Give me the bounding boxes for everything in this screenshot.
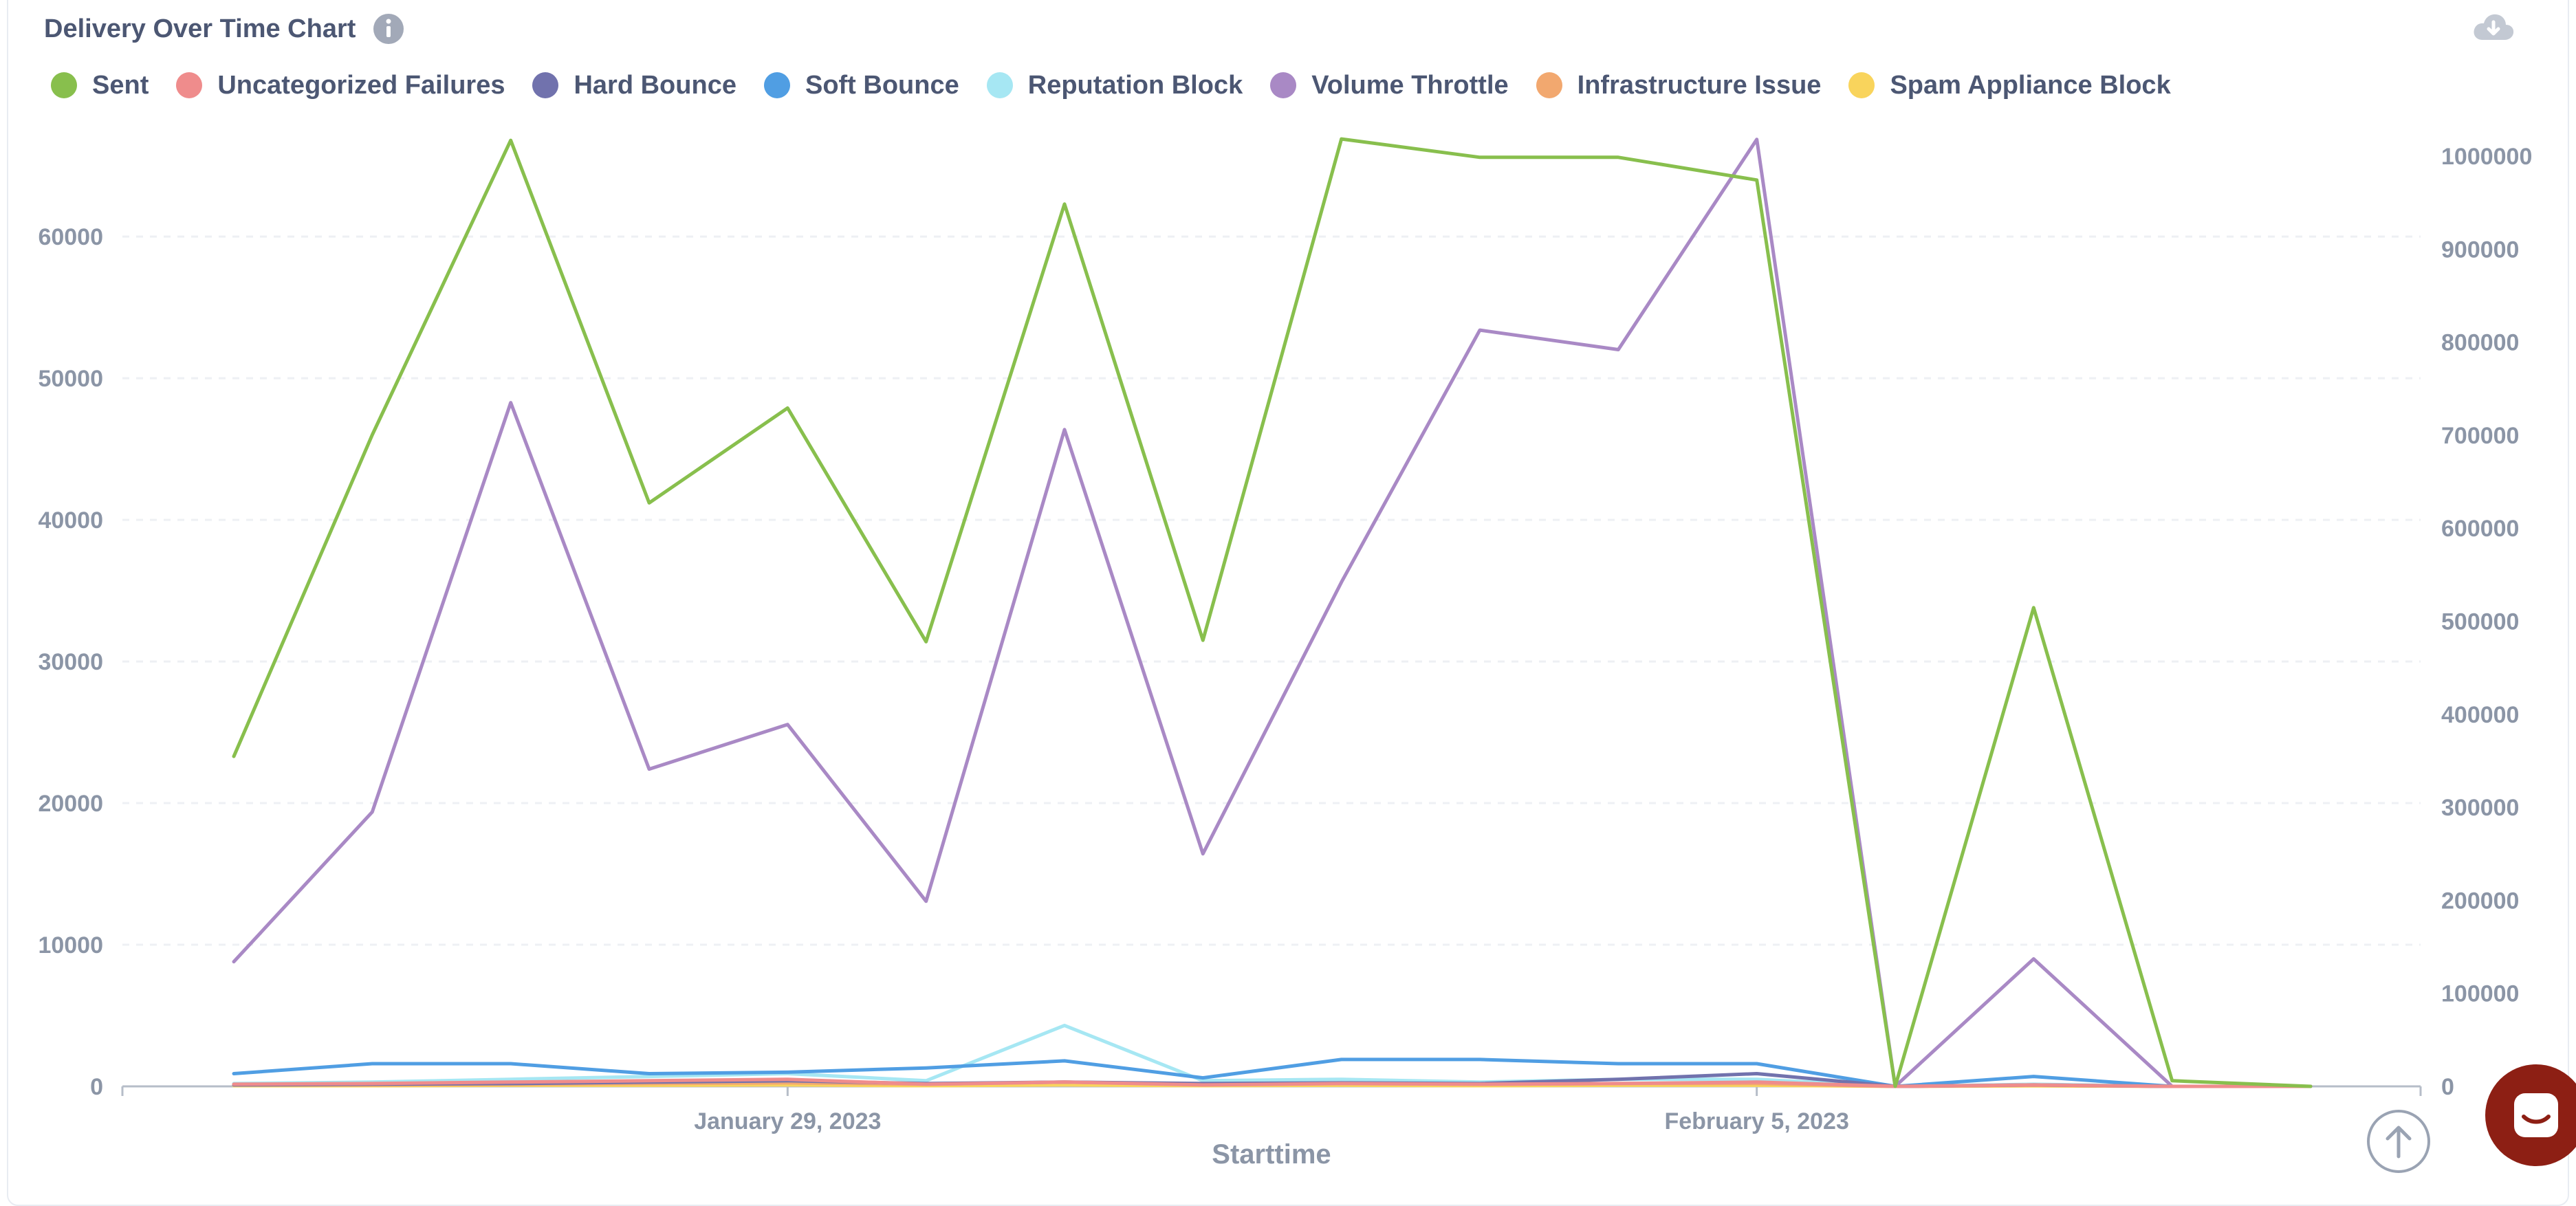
chart-card	[7, 0, 2569, 1206]
grid-lines	[122, 235, 2421, 946]
y-right-tick-label: 200000	[2441, 888, 2519, 914]
y-right-tick-label: 600000	[2441, 516, 2519, 542]
arrow-up-icon	[2386, 1126, 2412, 1159]
legend-item-uncategorized-failures[interactable]: Uncategorized Failures	[176, 71, 505, 100]
y-right-tick-label: 700000	[2441, 423, 2519, 449]
y-left-tick-label: 30000	[38, 649, 103, 675]
legend-item-sent[interactable]: Sent	[51, 71, 149, 100]
y-right-tick-label: 300000	[2441, 795, 2519, 821]
legend-item-infrastructure-issue[interactable]: Infrastructure Issue	[1536, 70, 1822, 100]
legend-item-reputation-block[interactable]: Reputation Block	[986, 70, 1243, 100]
info-icon[interactable]	[372, 12, 405, 45]
y-left-tick-label: 20000	[38, 791, 103, 817]
y-right-tick-label: 900000	[2441, 237, 2519, 263]
y-axis-left: 0 10000 20000 30000 40000 50000 60000	[38, 224, 103, 1100]
chart-legend: Sent Uncategorized Failures Hard Bounce Sof…	[51, 66, 2198, 105]
legend-label: Volume Throttle	[1311, 70, 1509, 100]
legend-label: Soft Bounce	[805, 70, 959, 100]
y-right-tick-label: 500000	[2441, 609, 2519, 635]
legend-item-hard-bounce[interactable]: Hard Bounce	[532, 71, 736, 100]
legend-label: Infrastructure Issue	[1577, 70, 1822, 100]
legend-dot	[176, 72, 203, 98]
legend-dot	[986, 72, 1013, 98]
legend-item-volume-throttle[interactable]: Volume Throttle	[1270, 70, 1509, 100]
y-left-tick-label: 50000	[38, 366, 103, 392]
series-line-soft-bounce[interactable]	[232, 1057, 2313, 1088]
y-left-tick-label: 40000	[38, 507, 103, 534]
series-line-uncategorized-failures[interactable]	[232, 1077, 2313, 1088]
chat-support-icon	[2514, 1093, 2558, 1137]
chart-header: Delivery Over Time Chart	[44, 10, 405, 48]
y-right-tick-label: 800000	[2441, 330, 2519, 356]
legend-label: Sent	[92, 70, 149, 100]
series-line-sent[interactable]	[232, 137, 2313, 1088]
y-axis-right: 0 100000 200000 300000 400000 500000 600000 700…	[2441, 144, 2532, 1100]
series-lines	[232, 137, 2313, 1088]
x-axis: January 29, 2023 February 5, 2023 Starttim…	[121, 1085, 2422, 1170]
legend-item-spam-appliance-block[interactable]: Spam Appliance Block	[1848, 70, 2171, 100]
legend-item-soft-bounce[interactable]: Soft Bounce	[763, 70, 959, 100]
legend-dot	[1848, 72, 1875, 98]
legend-dot	[763, 72, 790, 98]
legend-dot	[51, 72, 77, 98]
y-right-tick-label: 0	[2441, 1074, 2454, 1100]
legend-label: Reputation Block	[1027, 70, 1243, 100]
chart-title[interactable]: Delivery Over Time Chart	[44, 14, 356, 43]
legend-label: Spam Appliance Block	[1890, 70, 2171, 100]
legend-dot	[1270, 72, 1297, 98]
legend-dot	[532, 72, 559, 98]
legend-label: Uncategorized Failures	[217, 70, 505, 100]
y-right-tick-label: 400000	[2441, 702, 2519, 728]
y-right-tick-label: 1000000	[2441, 144, 2532, 170]
x-tick-label: February 5, 2023	[1664, 1108, 1848, 1134]
series-line-volume-throttle[interactable]	[232, 138, 2313, 1088]
scroll-to-top-button[interactable]	[2367, 1110, 2430, 1173]
x-tick-label: January 29, 2023	[694, 1108, 881, 1134]
y-left-tick-label: 0	[90, 1074, 103, 1100]
x-axis-label: Starttime	[1212, 1139, 1331, 1170]
cloud-download-icon[interactable]	[2471, 11, 2515, 44]
chat-support-button[interactable]	[2485, 1064, 2576, 1166]
legend-dot	[1536, 72, 1562, 98]
y-left-tick-label: 60000	[38, 224, 103, 250]
y-right-tick-label: 100000	[2441, 981, 2519, 1007]
legend-label: Hard Bounce	[574, 70, 736, 100]
y-left-tick-label: 10000	[38, 932, 103, 958]
